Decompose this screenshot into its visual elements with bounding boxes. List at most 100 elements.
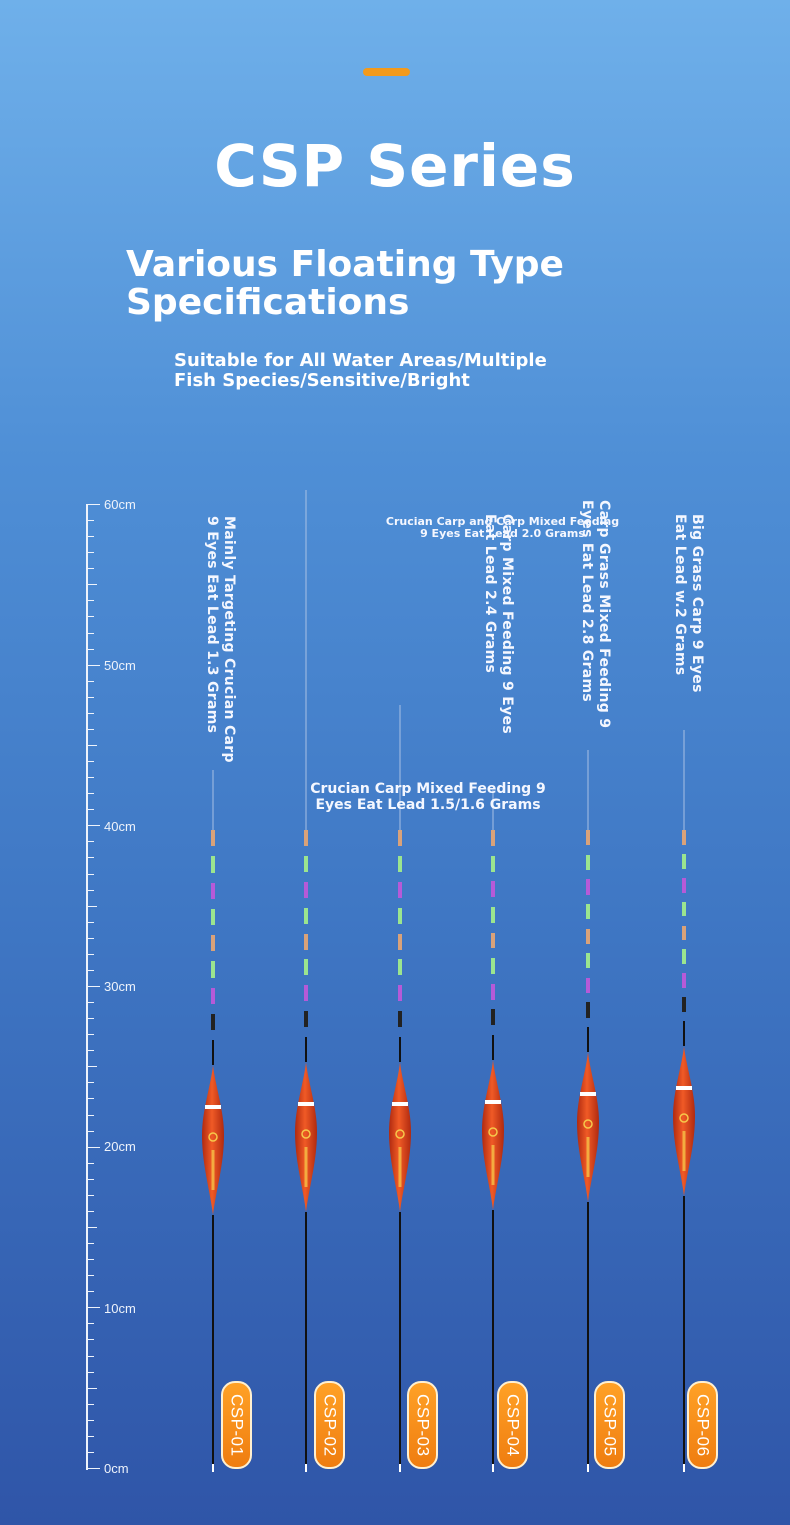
description-csp-06: Big Grass Carp 9 Eyes Eat Lead w.2 Grams (672, 514, 705, 693)
annotation-crucian-mixed: Crucian Carp Mixed Feeding 9 Eyes Eat Le… (310, 781, 546, 813)
ruler-tick (88, 1243, 94, 1245)
model-badge-csp-05: CSP-05 (594, 1381, 625, 1469)
float-eye-segment (586, 830, 590, 846)
ruler-tick (88, 696, 94, 698)
float-antenna (399, 705, 401, 830)
ruler-tick (88, 1259, 94, 1261)
float-eye-segment (491, 932, 495, 949)
ruler-tick (88, 616, 94, 618)
ruler-label-30: 30cm (104, 979, 136, 994)
ruler-tick (88, 552, 94, 554)
page-subtitle: Various Floating Type Specifications (126, 244, 564, 323)
ruler-tick (88, 632, 94, 634)
ruler-tick (88, 1018, 94, 1020)
float-eye-segment (304, 933, 308, 950)
ruler-tick (88, 1194, 94, 1196)
ruler-tick (88, 953, 94, 955)
page-title: CSP Series (214, 132, 576, 200)
float-eye-segment (211, 987, 215, 1004)
float-eye-segment (398, 907, 402, 924)
ruler-tick (88, 1146, 100, 1148)
ruler-tick (88, 1098, 94, 1100)
ruler-tick (88, 1002, 94, 1004)
float-eye-segment (304, 907, 308, 924)
float-6 (669, 0, 699, 1525)
ruler-tick (88, 520, 94, 522)
page-tagline: Suitable for All Water Areas/Multiple Fi… (174, 350, 547, 391)
model-badge-csp-04: CSP-04 (497, 1381, 528, 1469)
float-eye-segment (491, 855, 495, 872)
ruler-tick (88, 1227, 97, 1228)
ruler-tick (88, 841, 94, 843)
float-antenna (587, 750, 589, 830)
float-3 (385, 0, 415, 1525)
float-stem (305, 1212, 307, 1470)
float-eye-segment (586, 953, 590, 969)
float-antenna (683, 730, 685, 830)
ruler-tick (88, 793, 94, 795)
float-2 (291, 0, 321, 1525)
description-csp-05: Carp Grass Mixed Feeding 9 Eyes Eat Lead… (579, 500, 612, 729)
ruler-tick (88, 1178, 94, 1180)
model-badge-csp-06: CSP-06 (687, 1381, 718, 1469)
float-eye-segment (211, 882, 215, 899)
float-eye-segment (491, 1009, 495, 1026)
float-stem (587, 1202, 589, 1470)
float-eye-segment (398, 830, 402, 847)
ruler-tick (88, 664, 100, 666)
ruler-tick (88, 536, 94, 538)
float-eye-segment (304, 1011, 308, 1028)
float-eye-segment (491, 881, 495, 898)
ruler-tick (88, 1050, 94, 1052)
ruler-tick (88, 809, 94, 811)
float-eye-segment (586, 1002, 590, 1018)
ruler-tick (88, 1162, 94, 1164)
float-eye-segment (586, 854, 590, 870)
float-eye-segment (211, 935, 215, 952)
float-neck (212, 1040, 214, 1065)
float-stem-tip (305, 1464, 307, 1472)
float-eye-segment (586, 903, 590, 920)
ruler-tick (88, 825, 100, 827)
ruler-tick (88, 1435, 94, 1437)
float-4 (478, 0, 508, 1525)
float-antenna (305, 490, 307, 830)
description-csp-04: Carp Mixed Feeding 9 Eyes Eat Lead 2.4 G… (482, 514, 515, 734)
ruler-tick (88, 1451, 94, 1453)
float-eye-segment (682, 949, 686, 965)
ruler-tick (88, 1307, 100, 1309)
float-neck (492, 1035, 494, 1060)
ruler-tick (88, 504, 100, 505)
ruler-tick (88, 1468, 100, 1469)
ruler-label-40: 40cm (104, 819, 136, 834)
ruler-tick (88, 921, 94, 923)
float-eye-segment (491, 830, 495, 846)
float-eye-segment (491, 906, 495, 923)
float-eye-segment (211, 908, 215, 926)
float-eye-segment (304, 985, 308, 1002)
float-eye-segment (304, 959, 308, 976)
float-stem-tip (683, 1464, 685, 1472)
model-badge-csp-01: CSP-01 (221, 1381, 252, 1469)
float-body (576, 1052, 600, 1202)
ruler-tick (88, 680, 94, 682)
ruler-tick (88, 1082, 94, 1084)
float-eye-segment (398, 1011, 402, 1028)
float-eye-segment (398, 959, 402, 976)
ruler-tick (88, 857, 94, 859)
float-eye-segment (491, 958, 495, 974)
float-5 (573, 0, 603, 1525)
float-eye-segment (682, 830, 686, 845)
float-eye-segment (211, 830, 215, 847)
float-1 (198, 0, 228, 1525)
float-eye-segment (491, 983, 495, 1000)
float-eye-segment (682, 901, 686, 917)
ruler-tick (88, 1130, 94, 1132)
model-badge-csp-03: CSP-03 (407, 1381, 438, 1469)
float-body (672, 1046, 696, 1196)
float-eye-segment (398, 855, 402, 872)
float-neck (399, 1037, 401, 1062)
ruler-tick (88, 937, 94, 939)
ruler-tick (88, 1291, 94, 1293)
